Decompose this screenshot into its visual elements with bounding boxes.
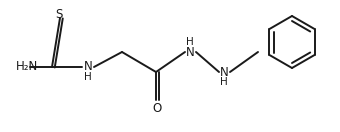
Text: O: O (152, 102, 161, 114)
Text: H₂N: H₂N (16, 60, 38, 74)
Text: N: N (186, 46, 194, 58)
Text: N: N (84, 60, 92, 74)
Text: H: H (186, 37, 194, 47)
Text: H: H (84, 72, 92, 82)
Text: N: N (220, 65, 228, 79)
Text: S: S (55, 8, 63, 20)
Text: H: H (220, 77, 228, 87)
